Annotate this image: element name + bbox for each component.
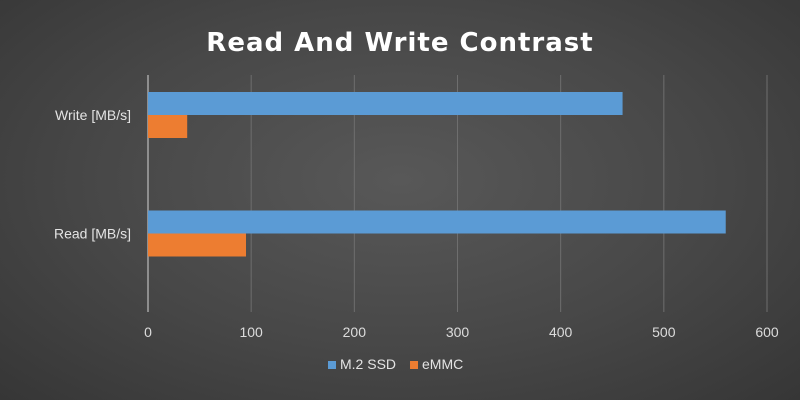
bar-m-2-ssd-read (148, 210, 726, 234)
x-tick-label-300: 300 (446, 324, 470, 340)
x-tick-label-200: 200 (343, 324, 367, 340)
category-label-read: Read [MB/s] (54, 226, 131, 242)
bar-m-2-ssd-write (148, 92, 623, 115)
x-tick-label-0: 0 (144, 324, 152, 340)
bar-emmc-read (148, 233, 247, 257)
chart-title: Read And Write Contrast (206, 28, 594, 58)
bar-emmc-write (148, 115, 188, 138)
category-label-write: Write [MB/s] (55, 107, 131, 123)
x-tick-label-400: 400 (549, 324, 573, 340)
legend-swatch-m-2-ssd (328, 361, 336, 369)
x-tick-label-500: 500 (652, 324, 676, 340)
x-tick-label-100: 100 (239, 324, 263, 340)
legend-label-emmc: eMMC (422, 356, 463, 372)
legend-swatch-emmc (410, 361, 419, 369)
x-tick-label-600: 600 (755, 324, 779, 340)
legend-label-m-2-ssd: M.2 SSD (340, 356, 396, 372)
